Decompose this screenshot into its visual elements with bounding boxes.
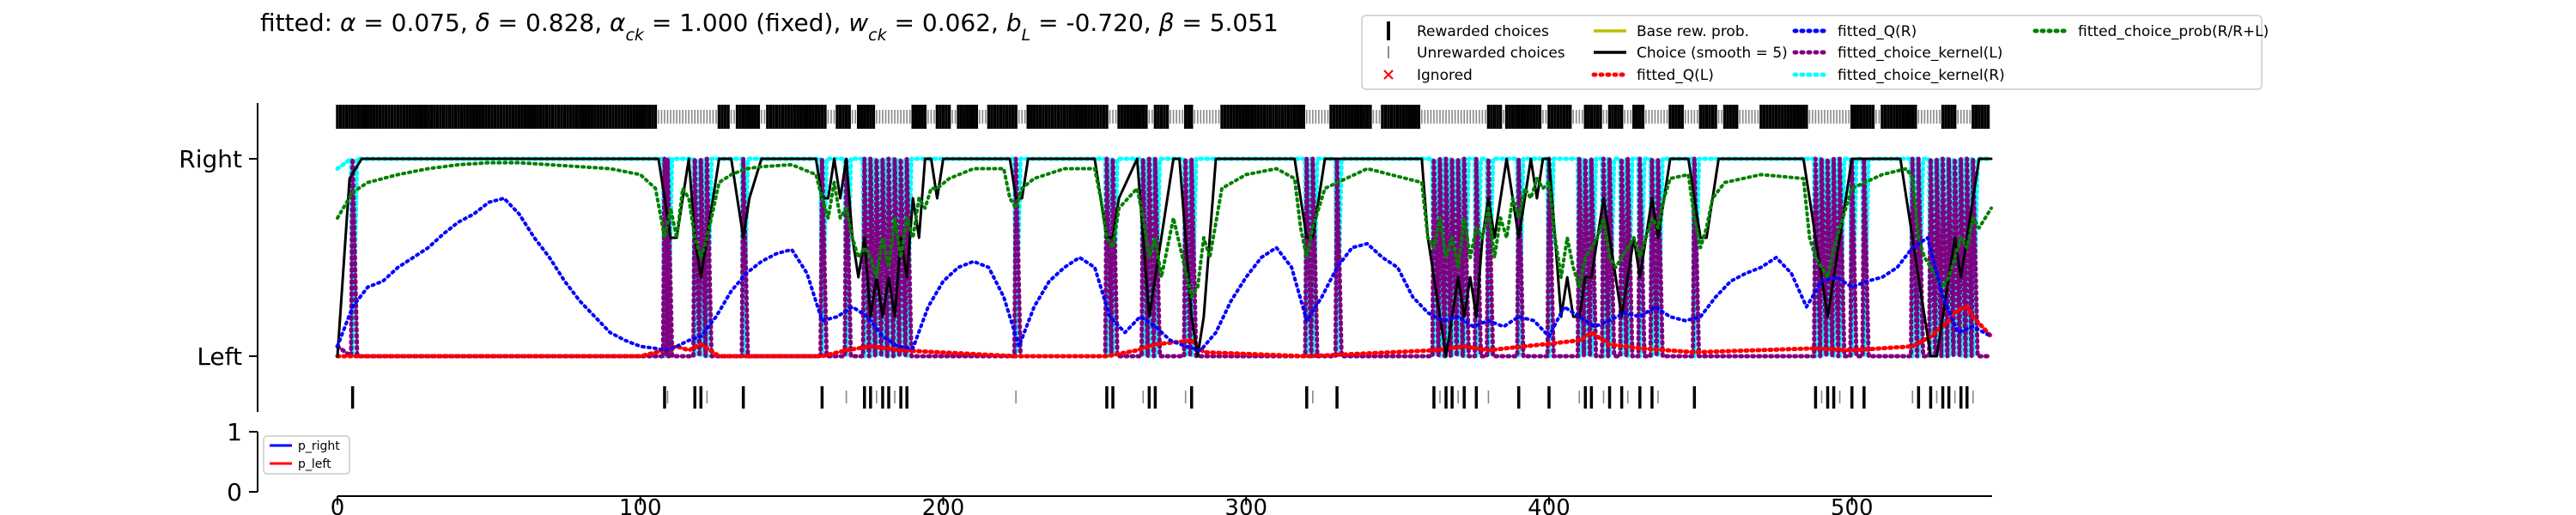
legend-item: Base rew. prob.: [1594, 23, 1749, 40]
sub-x-tick-label: 100: [619, 495, 662, 515]
series-fitted-choice-prob-r-r-l-: [336, 161, 1993, 299]
y-tick-label-right: Right: [179, 145, 242, 173]
legend-label: Unrewarded choices: [1417, 45, 1565, 62]
legend-label: Choice (smooth = 5): [1637, 45, 1788, 62]
main-plot: fitted: α = 0.075, δ = 0.828, αck = 1.00…: [179, 9, 2269, 412]
legend-label: fitted_Q(R): [1838, 23, 1917, 40]
sub-x-ticks: 0 100 200 300 400 500: [331, 495, 1874, 515]
sub-x-tick-label: 300: [1224, 495, 1267, 515]
title-part: β: [1158, 9, 1175, 37]
legend-item: fitted_choice_kernel(R): [1792, 67, 2005, 84]
sub-y-ticks: 01: [227, 418, 258, 506]
sub-legend-label-p-left: p_left: [298, 457, 331, 471]
legend: Rewarded choices Unrewarded choices Ignore…: [1361, 15, 2269, 90]
sub-x-tick-label: 500: [1831, 495, 1874, 515]
title-part: fitted:: [260, 9, 340, 37]
title-part: α: [340, 9, 356, 37]
title-part: = 5.051: [1174, 9, 1278, 37]
sub-x-tick-label: 200: [922, 495, 965, 515]
series-fitted-q-r-: [336, 197, 1993, 353]
legend-label: fitted_choice_kernel(R): [1838, 67, 2005, 84]
probability-subplot: 01 0 100 200 300 400 500 p_right p_left: [227, 418, 1992, 515]
legend-label: fitted_choice_kernel(L): [1838, 45, 2002, 62]
rewarded-choice-ticks-right: [336, 105, 1990, 129]
title-part: w: [848, 9, 868, 37]
legend-label: Base rew. prob.: [1637, 23, 1749, 40]
title-part: b: [1006, 9, 1022, 37]
title-part: ck: [625, 26, 644, 45]
series-layer: [335, 156, 1994, 359]
legend-item: Rewarded choices: [1387, 21, 1549, 40]
legend-label: Rewarded choices: [1417, 23, 1549, 40]
y-tick-right: Right: [179, 145, 258, 173]
legend-item: fitted_Q(R): [1792, 23, 1917, 40]
legend-label: fitted_choice_prob(R/R+L): [2078, 23, 2269, 40]
sub-y-tick-label: 0: [227, 478, 242, 506]
rewarded-choice-ticks-left: [350, 386, 1974, 409]
series-fitted-q-l-: [335, 305, 1994, 359]
title-part: = 1.000 (fixed),: [644, 9, 848, 37]
y-tick-left: Left: [197, 342, 258, 371]
chart-title: fitted: α = 0.075, δ = 0.828, αck = 1.00…: [260, 9, 1279, 45]
legend-item: Ignored: [1383, 67, 1473, 84]
title-part: δ: [476, 9, 490, 37]
series-choice-smooth-5-: [336, 157, 1993, 358]
legend-label: fitted_Q(L): [1637, 67, 1714, 84]
title-part: ck: [868, 26, 887, 45]
legend-label: Ignored: [1417, 67, 1473, 84]
legend-item: fitted_choice_prob(R/R+L): [2032, 23, 2269, 40]
title-part: L: [1022, 26, 1031, 45]
y-tick-label-left: Left: [197, 342, 242, 371]
legend-item: Unrewarded choices: [1388, 45, 1565, 62]
legend-item: fitted_choice_kernel(L): [1792, 45, 2002, 62]
title-part: = -0.720,: [1030, 9, 1158, 37]
sub-x-tick-label: 400: [1528, 495, 1571, 515]
title-part: = 0.062,: [887, 9, 1006, 37]
sub-y-tick-label: 1: [227, 418, 242, 446]
legend-item: Choice (smooth = 5): [1594, 45, 1788, 62]
sub-legend-label-p-right: p_right: [298, 439, 340, 453]
title-part: = 0.075,: [355, 9, 475, 37]
legend-item: fitted_Q(L): [1591, 67, 1714, 84]
title-part: = 0.828,: [490, 9, 610, 37]
title-part: α: [610, 9, 626, 37]
sub-legend: p_right p_left: [263, 435, 350, 475]
sub-x-tick-label: 0: [331, 495, 345, 515]
